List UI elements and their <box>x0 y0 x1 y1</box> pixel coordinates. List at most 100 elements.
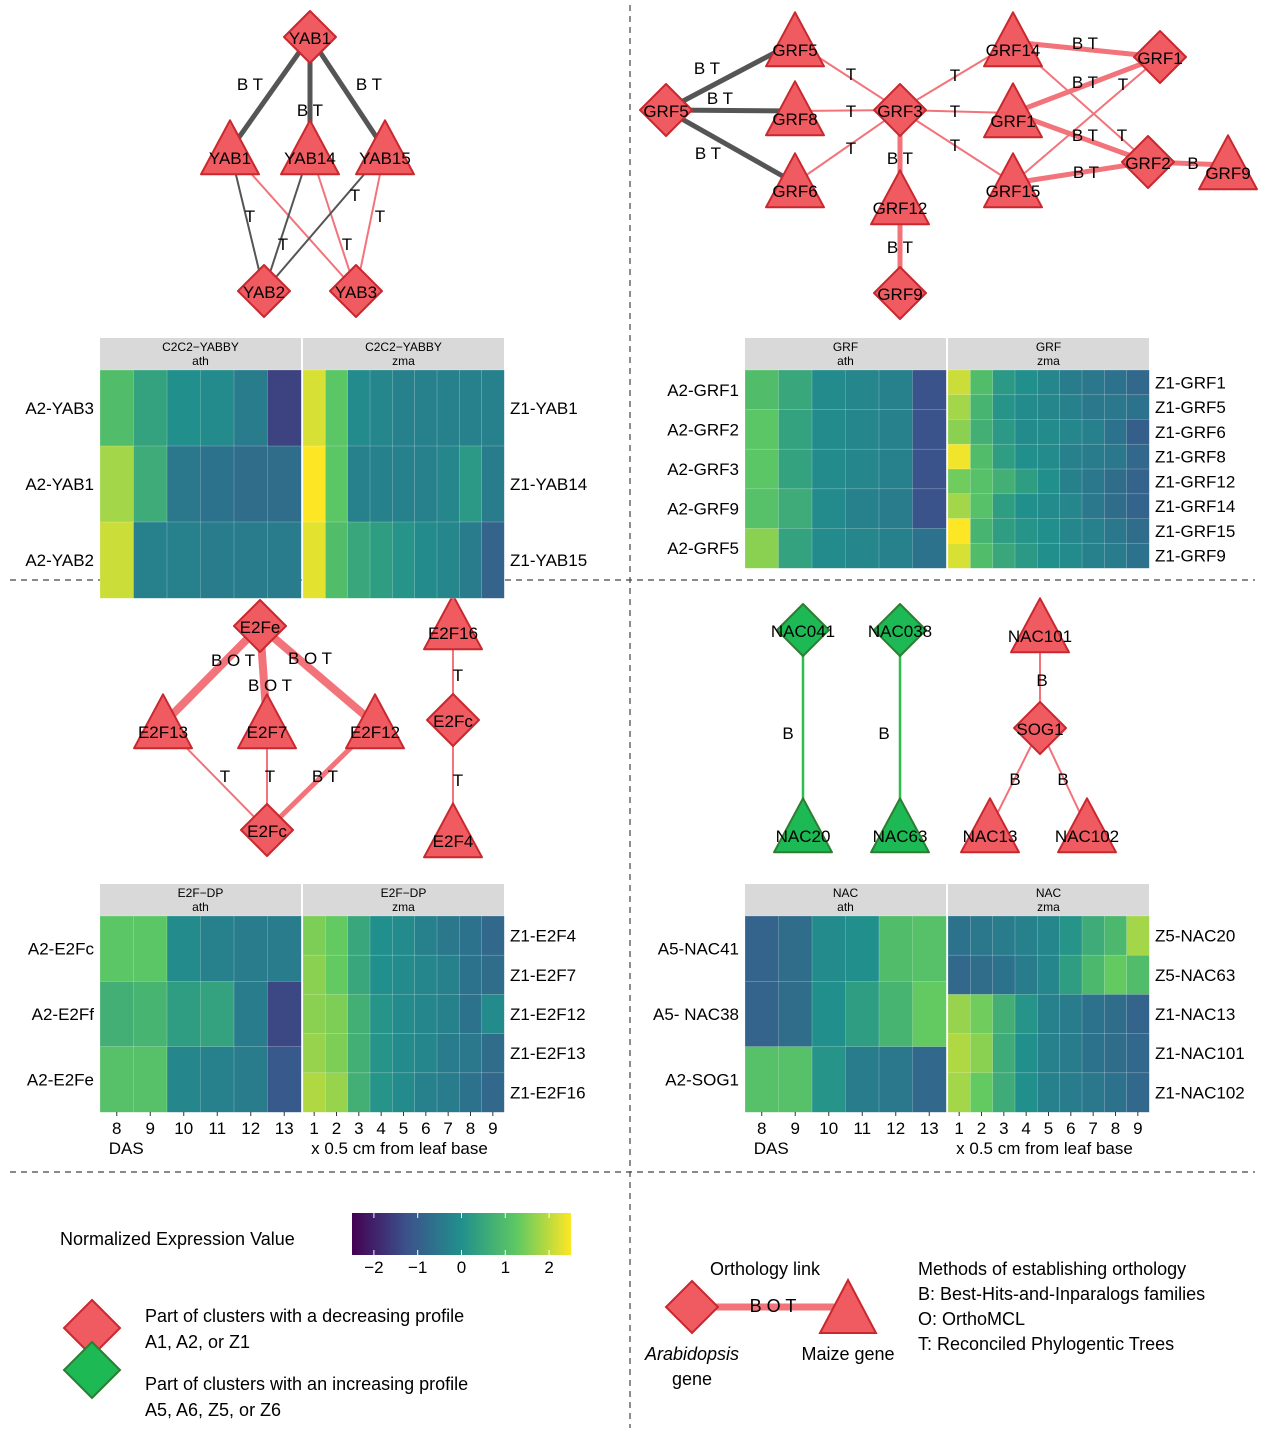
diamond-icon <box>1121 135 1175 189</box>
method-o: O: OrthoMCL <box>918 1309 1025 1329</box>
heatmap-cell <box>1014 994 1038 1035</box>
node-E2F12: E2F12 <box>345 693 405 750</box>
heatmap-cell <box>1081 915 1105 956</box>
heatmap-cell <box>233 981 269 1048</box>
heatmap-cell <box>970 954 994 996</box>
heatmap-cell <box>811 369 847 411</box>
heatmap-cell <box>436 521 460 599</box>
node-YAB1: YAB1 <box>283 10 337 64</box>
heatmap-cell <box>1081 542 1105 569</box>
heatmap-cell <box>233 445 269 523</box>
tick-label: 1 <box>309 1119 318 1138</box>
heatmap-cell <box>1014 369 1038 396</box>
heatmap-cell <box>845 488 880 529</box>
heatmap-cell <box>778 915 813 982</box>
tick-label: 10 <box>174 1119 193 1138</box>
triangle-icon <box>423 802 483 859</box>
node-E2Fc: E2Fc <box>240 803 294 857</box>
heatmap-cell <box>392 994 416 1035</box>
heatmap-cell <box>912 488 947 529</box>
heatmap-cell <box>1059 1072 1083 1113</box>
heatmap-cell <box>878 369 914 411</box>
heatmap-cell <box>166 445 202 523</box>
heatmap-cell <box>1059 915 1083 956</box>
heatmap-cell <box>1104 1072 1128 1113</box>
heatmap-cell <box>992 419 1016 445</box>
heatmap-cell <box>459 369 483 447</box>
node-NAC041: NAC041 <box>771 603 835 657</box>
heatmap-cell <box>845 528 880 569</box>
arabidopsis-gene-line2: gene <box>672 1369 712 1389</box>
heatmap-cell <box>302 1072 326 1113</box>
node-E2F13: E2F13 <box>133 693 193 750</box>
heatmap-cell <box>166 521 202 599</box>
heatmap-cell <box>1126 915 1150 956</box>
ath-axis-label: DAS <box>109 1139 144 1158</box>
edge-label: B T <box>1072 34 1098 53</box>
heatmap-cell <box>481 1033 505 1074</box>
heatmap-cell <box>970 394 994 421</box>
edge-label: B <box>1187 154 1198 173</box>
node-label: NAC13 <box>963 827 1018 846</box>
heatmap-cell <box>1081 468 1105 495</box>
edge-YAB1a-YAB1b <box>227 35 313 152</box>
node-label: NAC63 <box>873 827 928 846</box>
yabby-edge-labels: B TB TB TTT TTT <box>237 75 385 254</box>
heatmap-cell <box>436 445 460 523</box>
tick-label: 9 <box>146 1119 155 1138</box>
colorbar-tick-label: −2 <box>364 1258 383 1277</box>
edge-label: T <box>220 767 230 786</box>
heatmap-cell <box>778 981 813 1048</box>
increasing-line2: A5, A6, Z5, or Z6 <box>145 1400 281 1420</box>
tick-label: 8 <box>112 1119 121 1138</box>
diamond-icon <box>873 266 927 320</box>
heatmap-cell <box>166 981 202 1048</box>
heatmap-cell <box>166 369 202 447</box>
edge-label: T <box>278 235 288 254</box>
edge-label: B T <box>887 149 913 168</box>
heatmap-cell <box>1081 493 1105 520</box>
heatmap-cell <box>436 1033 460 1074</box>
heatmap-cell <box>481 915 505 956</box>
heatmap-cell <box>392 445 416 523</box>
triangle-icon <box>870 169 930 226</box>
facet-family: E2F−DP <box>381 886 427 900</box>
heatmap-cell <box>992 369 1016 396</box>
heatmap-cell <box>947 542 971 569</box>
heatmap-cell <box>970 443 994 470</box>
edge-label: B T <box>694 59 720 78</box>
row-label: Z1-E2F7 <box>510 966 576 985</box>
edge-YAB1a-YAB15 <box>307 35 388 152</box>
increasing-diamond-icon <box>62 1340 122 1400</box>
heatmap-cell <box>811 448 847 490</box>
edge-E2Fe-E2F13 <box>160 623 263 727</box>
facet-strip <box>745 338 946 370</box>
heatmap-cell <box>1059 1033 1083 1074</box>
tick-label: 7 <box>443 1119 452 1138</box>
increasing-line1: Part of clusters with an increasing prof… <box>145 1374 468 1394</box>
heatmap-cell <box>1014 468 1038 495</box>
node-label: E2Fc <box>433 712 473 731</box>
facet-family: NAC <box>1036 886 1062 900</box>
zma-axis-label: x 0.5 cm from leaf base <box>956 1139 1133 1158</box>
row-label: A2-GRF5 <box>667 539 739 558</box>
heatmap-cell <box>414 994 438 1035</box>
maize-gene-label: Maize gene <box>801 1344 894 1364</box>
heatmap-cell <box>878 915 914 982</box>
heatmap-cell <box>347 369 371 447</box>
node-label: GRF9 <box>877 285 922 304</box>
heatmap-cell <box>1104 369 1128 396</box>
heatmap-cell <box>947 369 971 396</box>
row-label: Z1-YAB15 <box>510 551 587 570</box>
heatmap-cell <box>200 445 235 523</box>
node-label: E2F4 <box>433 832 474 851</box>
heatmap-cell <box>347 915 371 956</box>
e2f-network: B O T B O T B O T T T B T T T E2Fe E2F13 E2F7 E2F12… <box>133 594 483 859</box>
heatmap-cell <box>200 981 235 1048</box>
triangle-icon <box>1010 597 1070 654</box>
node-label: GRF14 <box>986 41 1041 60</box>
edge-label: T <box>846 102 856 121</box>
